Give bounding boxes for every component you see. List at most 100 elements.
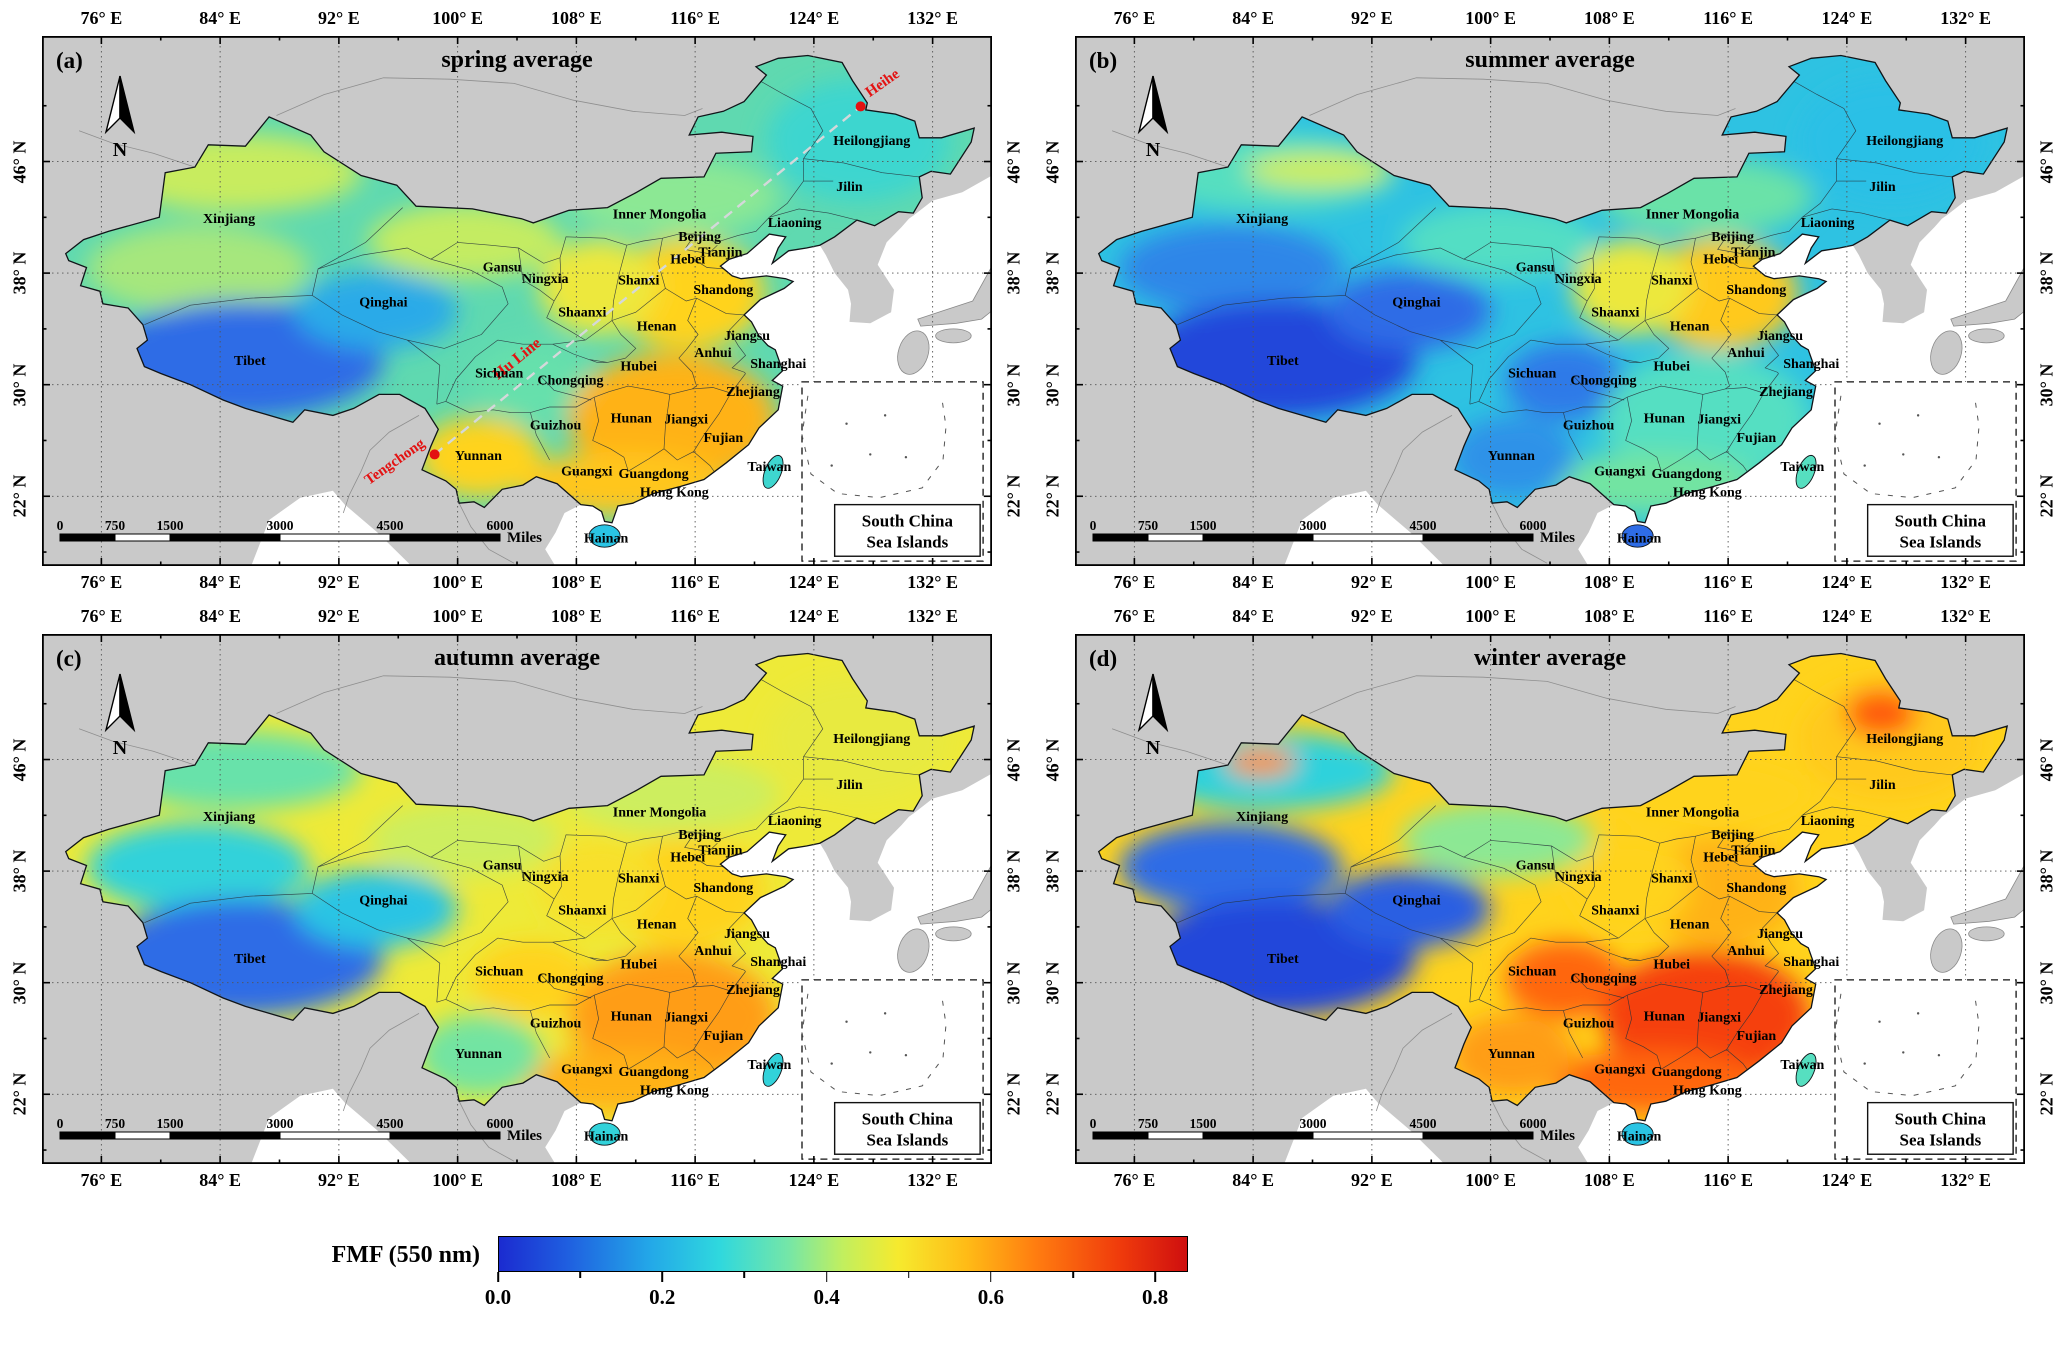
province-label: Shandong	[1726, 881, 1786, 896]
province-label: Jiangsu	[1757, 329, 1803, 344]
lon-tick-label: 132° E	[907, 8, 958, 28]
province-label: Ningxia	[522, 870, 569, 885]
lat-tick-label: 30° N	[2036, 363, 2057, 407]
province-label: Jiangsu	[724, 927, 770, 942]
lon-tick-label: 100° E	[1465, 1170, 1516, 1190]
lon-tick-label: 100° E	[432, 1170, 483, 1190]
colorbar-gradient	[498, 1236, 1188, 1272]
province-label: Gansu	[1516, 859, 1555, 874]
lon-tick-label: 124° E	[1821, 606, 1873, 626]
panel-c: 76° E 76° E 84° E 84° E 92° E 92° E 100° E 100°…	[2, 604, 1032, 1198]
colorbar-major-tick	[497, 1272, 499, 1282]
province-label: Anhui	[1727, 944, 1764, 959]
japan-kyushu	[897, 928, 930, 973]
province-borders	[144, 77, 920, 475]
islet-dot	[1916, 414, 1920, 417]
lon-tick-label: 76° E	[1113, 1170, 1156, 1190]
lat-tick-label: 30° N	[2036, 961, 2057, 1005]
colorbar-minor-tick	[1072, 1272, 1074, 1278]
islet-dot	[1916, 1012, 1920, 1015]
fmf-region-loess-plateau	[539, 239, 659, 335]
lat-tick-label: 38° N	[9, 849, 30, 893]
colorbar-tick-label: 0.2	[649, 1285, 676, 1309]
japan-honshu	[1950, 265, 2025, 327]
province-label: Taiwan	[1780, 460, 1824, 475]
scalebar-tick-label: 4500	[1410, 1116, 1437, 1131]
province-label: Xinjiang	[1236, 810, 1288, 825]
province-label: Shanxi	[1651, 871, 1692, 886]
ocean-bay-of-bengal	[1284, 1088, 1445, 1164]
lat-tick-label: 30° N	[9, 363, 30, 407]
province-label: Shandong	[1726, 283, 1786, 298]
islet-dot	[1878, 1020, 1881, 1023]
fmf-region-sichuan-basin	[472, 940, 592, 1019]
lon-tick-label: 132° E	[907, 1170, 958, 1190]
nine-dash-line	[801, 993, 947, 1097]
province-label: Shandong	[693, 283, 753, 298]
lon-tick-label: 76° E	[80, 1170, 123, 1190]
scalebar-tick-label: 0	[57, 518, 64, 533]
lon-tick-label: 132° E	[1940, 606, 1991, 626]
north-arrow-icon: N	[1137, 75, 1169, 161]
fmf-region-heilongjiang-spot	[1845, 689, 1917, 738]
inset-label-line1: South China	[1895, 1110, 1987, 1129]
lon-tick-label: 116° E	[670, 572, 720, 592]
lon-tick-label: 108° E	[551, 1170, 602, 1190]
lon-tick-label: 76° E	[80, 606, 123, 626]
scalebar-unit: Miles	[1540, 1128, 1575, 1144]
province-label: Inner Mongolia	[1646, 208, 1739, 223]
nine-dash-line	[801, 395, 947, 499]
province-label: Fujian	[1736, 1029, 1776, 1044]
province-label: Anhui	[694, 346, 731, 361]
fmf-region-blobs	[86, 677, 951, 1114]
province-label: Chongqing	[537, 972, 603, 987]
lat-tick-label: 38° N	[2036, 251, 2057, 295]
province-label: Xinjiang	[203, 212, 255, 227]
lon-tick-label: 108° E	[551, 572, 602, 592]
lat-tick-label: 22° N	[9, 474, 30, 518]
scalebar-tick-label: 1500	[1190, 518, 1217, 533]
colorbar-minor-tick	[907, 1272, 910, 1278]
china-outline	[64, 652, 976, 1122]
scalebar-tick-label: 6000	[1520, 1116, 1547, 1131]
scalebar-unit: Miles	[1540, 530, 1575, 546]
lat-tick-label: 30° N	[1042, 961, 1063, 1005]
fmf-region-yunnan	[1450, 1014, 1576, 1096]
lon-tick-label: 124° E	[1821, 8, 1873, 28]
japan-kyushu	[897, 330, 930, 375]
graticule	[1075, 634, 2025, 1164]
province-label: Xinjiang	[1236, 212, 1288, 227]
lat-tick-label: 38° N	[2036, 849, 2057, 893]
lon-tick-label: 76° E	[80, 8, 123, 28]
lat-tick-label: 46° N	[9, 140, 30, 183]
lon-tick-label: 132° E	[1940, 8, 1991, 28]
lon-tick-label: 124° E	[788, 572, 840, 592]
province-label: Shanxi	[618, 871, 659, 886]
islet-dot	[830, 1062, 833, 1065]
scalebar-tick-label: 750	[1138, 1116, 1159, 1131]
lon-tick-label: 116° E	[1703, 606, 1753, 626]
province-label: Jilin	[1869, 180, 1896, 195]
scalebar-tick-label: 3000	[1300, 1116, 1327, 1131]
fmf-region-junggar-band	[1245, 151, 1395, 189]
colorbar-tick-label: 0.8	[1142, 1285, 1169, 1309]
lon-tick-label: 116° E	[670, 8, 720, 28]
north-arrow-icon: N	[1137, 673, 1169, 759]
japan-honshu	[917, 863, 992, 925]
province-label: Guangdong	[1652, 1065, 1722, 1080]
province-label: Jilin	[1869, 778, 1896, 793]
province-label: Anhui	[694, 944, 731, 959]
province-label: Hebei	[670, 252, 705, 267]
province-label: Henan	[1670, 917, 1710, 932]
colorbar-major-tick	[1154, 1272, 1156, 1282]
islet-dot	[904, 456, 908, 459]
islet-dot	[869, 1051, 872, 1054]
province-label: Tianjin	[1731, 843, 1775, 858]
lon-tick-label: 84° E	[1232, 572, 1274, 592]
province-label: Guangxi	[1594, 464, 1645, 479]
colorbar: FMF (550 nm) 0.0 0.2 0.4 0.6 0.8	[0, 1222, 2067, 1372]
